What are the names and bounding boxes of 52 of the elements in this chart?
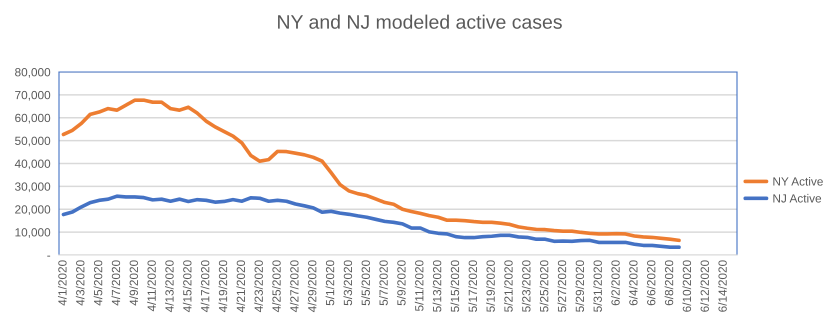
x-tick-label: 4/11/2020 (147, 260, 156, 312)
legend-label: NJ Active (773, 194, 822, 203)
y-tick-label: 10,000 (15, 228, 50, 238)
line-series (62, 98, 681, 242)
x-tick-label: 6/4/2020 (628, 260, 638, 306)
x-tick-label: 5/23/2020 (522, 260, 531, 312)
x-tick-label: 6/2/2020 (611, 260, 620, 306)
x-tick-label: 6/12/2020 (700, 260, 709, 312)
x-tick-label: 5/21/2020 (504, 260, 513, 312)
x-tick-label: 5/11/2020 (414, 260, 424, 312)
y-tick-label: 40,000 (14, 160, 50, 170)
y-tick-label: 70,000 (15, 90, 50, 101)
x-tick-label: 4/27/2020 (290, 260, 299, 312)
x-tick-label: 5/3/2020 (343, 260, 352, 306)
y-tick-label: 30,000 (15, 182, 50, 192)
x-tick-label: 6/6/2020 (646, 260, 656, 306)
x-tick-label: 4/21/2020 (236, 260, 246, 312)
x-tick-label: 5/19/2020 (486, 260, 495, 312)
legend-label: NY Active (773, 176, 823, 186)
x-tick-label: 4/25/2020 (272, 260, 281, 312)
chart-title: NY and NJ modeled active cases (278, 14, 562, 29)
x-tick-label: 5/31/2020 (593, 260, 602, 312)
x-tick-label: 4/3/2020 (76, 260, 84, 306)
y-tick-label: 50,000 (15, 136, 50, 146)
x-tick-label: 5/7/2020 (379, 260, 388, 306)
y-tick-label: - (47, 256, 50, 257)
x-tick-label: 4/9/2020 (129, 260, 138, 306)
y-tick-label: 80,000 (15, 68, 50, 78)
y-tick-label: 60,000 (15, 114, 50, 124)
x-tick-label: 5/17/2020 (468, 260, 477, 312)
x-tick-label: 4/1/2020 (58, 260, 67, 306)
line-series (62, 194, 681, 250)
x-tick-label: 5/15/2020 (450, 260, 460, 312)
x-tick-label: 5/1/2020 (326, 260, 334, 306)
x-tick-label: 5/9/2020 (396, 260, 406, 306)
x-tick-label: 5/25/2020 (540, 260, 548, 312)
x-tick-label: 4/13/2020 (165, 260, 174, 312)
x-tick-label: 4/17/2020 (200, 260, 210, 312)
x-tick-label: 4/23/2020 (254, 260, 263, 312)
x-tick-label: 4/29/2020 (308, 260, 316, 312)
x-tick-label: 6/14/2020 (718, 260, 727, 312)
x-tick-label: 4/15/2020 (182, 260, 192, 312)
x-tick-label: 6/10/2020 (682, 260, 692, 312)
x-tick-label: 5/27/2020 (558, 260, 566, 312)
x-tick-label: 4/19/2020 (218, 260, 228, 312)
x-tick-label: 4/7/2020 (111, 260, 120, 306)
x-tick-label: 5/13/2020 (432, 260, 442, 312)
x-tick-label: 5/29/2020 (575, 260, 584, 312)
x-tick-label: 6/8/2020 (664, 260, 674, 306)
x-tick-label: 4/5/2020 (94, 260, 102, 306)
x-tick-label: 5/5/2020 (361, 260, 370, 306)
y-tick-label: 20,000 (15, 205, 50, 216)
